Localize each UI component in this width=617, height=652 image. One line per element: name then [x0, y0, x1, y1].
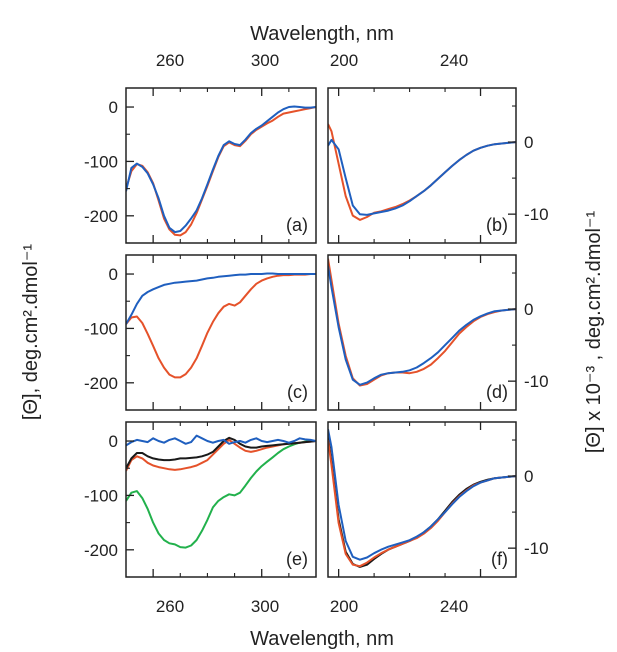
series-line-blue: [126, 274, 316, 325]
panel-label: (e): [286, 549, 308, 569]
bottom-x-axis-title: Wavelength, nm: [250, 628, 394, 650]
y-tick-label: -200: [84, 374, 118, 393]
y-tick-label: 0: [109, 432, 118, 451]
panel-d: 0 -10 (d): [328, 255, 549, 410]
series-group: [126, 436, 316, 548]
top-x-tick-label: 260: [156, 51, 184, 70]
panel-f: 0 -10 (f): [328, 422, 549, 577]
panel-label: (c): [287, 382, 308, 402]
bottom-x-tick-label: 240: [440, 597, 468, 616]
series-line-blue: [126, 107, 316, 233]
plot-frame: [328, 422, 516, 577]
y-tick-label: -200: [84, 207, 118, 226]
right-y-axis-title: [Θ] x 10⁻³ , deg.cm².dmol⁻¹: [583, 211, 605, 454]
y-tick-label: -100: [84, 319, 118, 338]
series-line-black: [328, 436, 516, 567]
y-tick-label: -10: [524, 205, 549, 224]
series-line-blue: [328, 429, 516, 560]
panel-label: (f): [491, 549, 508, 569]
panel-label: (d): [486, 382, 508, 402]
y-tick-label: 0: [524, 467, 533, 486]
series-group: [328, 124, 516, 220]
bottom-x-tick-label: 300: [251, 597, 279, 616]
series-line-green: [126, 441, 316, 548]
top-x-tick-label: 240: [440, 51, 468, 70]
bottom-x-tick-label: 200: [330, 597, 358, 616]
series-group: [126, 274, 316, 378]
panel-e: 0 -100 -200 (e): [84, 422, 316, 577]
y-tick-label: 0: [109, 98, 118, 117]
top-x-tick-label: 200: [330, 51, 358, 70]
top-x-axis-title: Wavelength, nm: [250, 23, 394, 45]
series-group: [328, 259, 516, 386]
y-tick-label: -100: [84, 486, 118, 505]
series-line-red: [328, 259, 516, 386]
series-line-red: [328, 124, 516, 220]
panel-a: 0 -100 -200 (a): [84, 88, 316, 243]
series-group: [328, 429, 516, 567]
series-line-blue: [328, 266, 516, 385]
y-tick-label: -10: [524, 372, 549, 391]
series-line-red: [328, 440, 516, 566]
y-tick-label: -10: [524, 539, 549, 558]
left-y-axis-title: [Θ], deg.cm².dmol⁻¹: [20, 244, 42, 420]
y-tick-label: -200: [84, 541, 118, 560]
panel-label: (a): [286, 215, 308, 235]
y-tick-label: 0: [109, 265, 118, 284]
y-tick-label: 0: [524, 133, 533, 152]
top-x-tick-label: 300: [251, 51, 279, 70]
series-line-blue: [328, 140, 516, 215]
y-tick-label: -100: [84, 152, 118, 171]
panel-label: (b): [486, 215, 508, 235]
y-tick-label: 0: [524, 300, 533, 319]
bottom-x-tick-label: 260: [156, 597, 184, 616]
panel-b: 0 -10 (b): [328, 88, 549, 243]
panels-group: 0-100-200 (a)0-10(b)0-100-200 (c)0-10(d)0-…: [84, 88, 549, 577]
panel-c: 0 -100 -200 (c): [84, 255, 316, 410]
